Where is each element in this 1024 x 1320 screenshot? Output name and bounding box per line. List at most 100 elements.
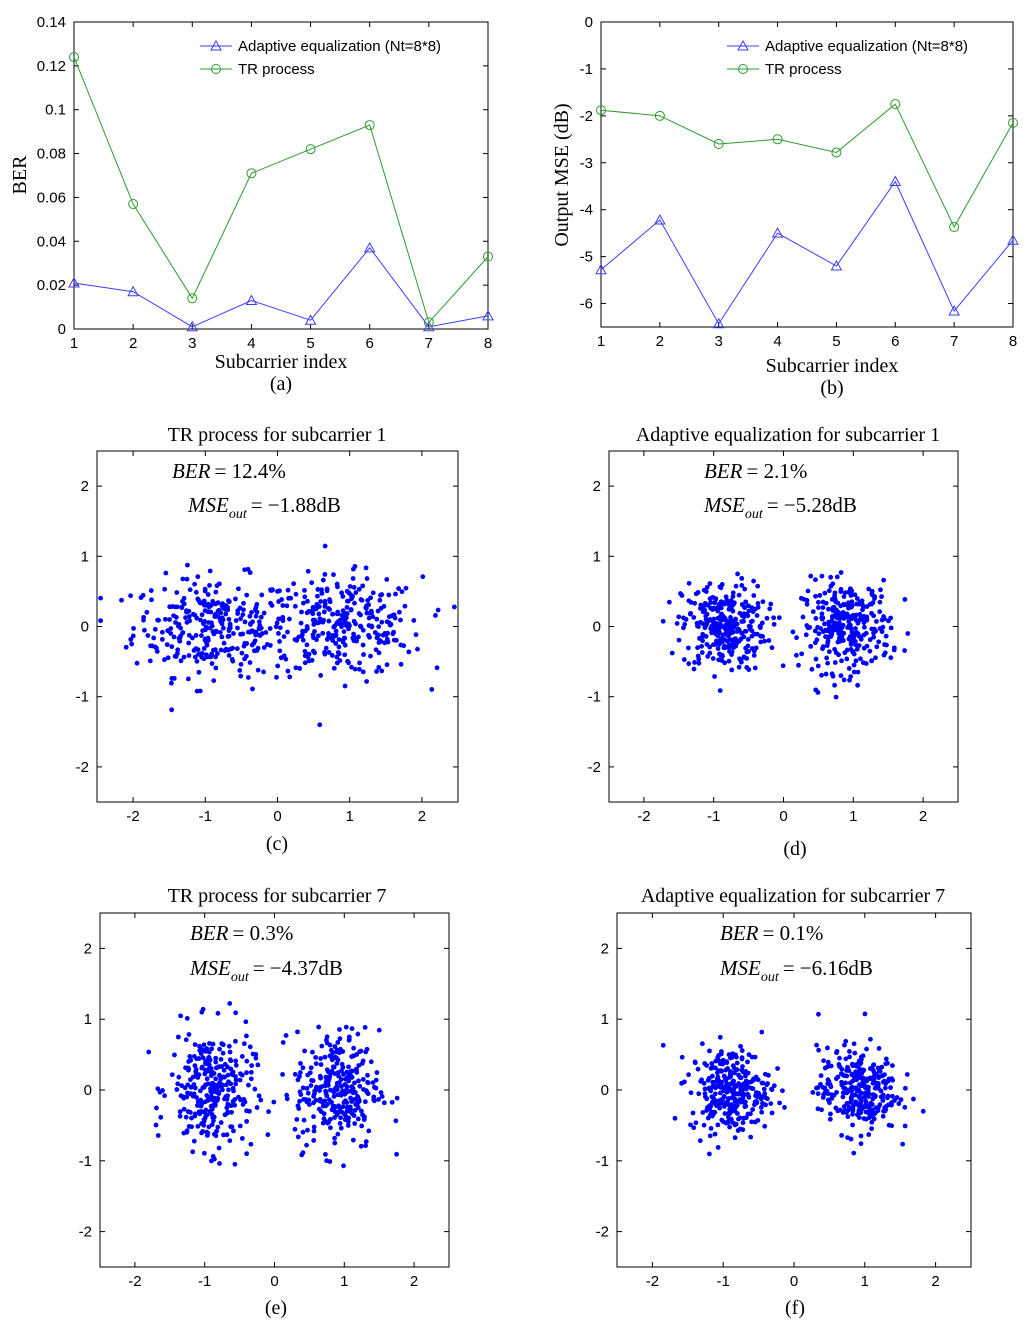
scatter-point: [248, 1141, 254, 1147]
scatter-point: [686, 661, 692, 667]
scatter-point: [336, 644, 342, 650]
scatter-point: [227, 625, 233, 631]
scatter-point: [333, 632, 339, 638]
scatter-point: [281, 634, 287, 640]
scatter-point: [755, 1117, 761, 1123]
scatter-point: [353, 1066, 359, 1072]
ber-annotation: BER = 2.1%: [704, 459, 807, 483]
scatter-point: [300, 637, 306, 643]
scatter-point: [691, 1125, 697, 1131]
scatter-point: [338, 1115, 343, 1121]
ber-label: BER: [190, 921, 229, 945]
scatter-point: [837, 1064, 843, 1070]
data-point-triangle: [595, 263, 607, 275]
scatter-point: [310, 1049, 315, 1055]
scatter-point: [300, 1129, 306, 1135]
scatter-point: [759, 1094, 764, 1100]
scatter-point: [840, 610, 846, 615]
scatter-point: [891, 647, 897, 653]
data-point-circle: [890, 99, 901, 110]
scatter-point: [411, 618, 417, 623]
scatter-point: [238, 673, 244, 679]
data-point-circle: [949, 222, 960, 233]
scatter-point: [723, 1067, 729, 1073]
scatter-point: [376, 624, 382, 630]
ber-value: = 0.1%: [762, 921, 823, 945]
scatter-point: [332, 1140, 338, 1146]
scatter-point: [751, 578, 756, 584]
scatter-point: [888, 615, 894, 621]
x-tick-label: -2: [637, 808, 650, 825]
scatter-point: [266, 1109, 271, 1115]
scatter-point: [347, 1088, 353, 1094]
scatter-point: [377, 597, 383, 603]
y-tick-label: -4: [580, 202, 593, 219]
scatter-point: [368, 1059, 374, 1065]
points-layer: [98, 543, 457, 728]
scatter-point: [331, 665, 337, 671]
scatter-point: [201, 1150, 207, 1156]
scatter-point: [694, 620, 700, 626]
scatter-point: [809, 666, 815, 672]
scatter-point: [841, 677, 847, 683]
y-tick-label: 2: [81, 478, 89, 495]
scatter-point: [868, 1036, 873, 1042]
scatter-point: [815, 663, 821, 669]
scatter-point: [824, 628, 829, 634]
scatter-point: [144, 609, 150, 615]
scatter-point: [686, 580, 692, 586]
scatter-point: [175, 623, 181, 629]
data-point-circle: [772, 134, 783, 145]
scatter-point: [830, 581, 836, 587]
scatter-point: [250, 1051, 256, 1057]
scatter-point: [362, 1114, 367, 1120]
y-tick-label: 0: [58, 321, 66, 338]
scatter-point: [832, 660, 838, 665]
scatter-point: [177, 1109, 183, 1115]
mse-annotation: MSEout = −5.28dB: [703, 493, 857, 522]
scatter-point: [351, 1113, 357, 1119]
scatter-point: [850, 1111, 855, 1117]
scatter-point: [822, 590, 828, 596]
scatter-point: [159, 629, 165, 635]
scatter-point: [701, 1080, 707, 1086]
scatter-point: [851, 669, 857, 675]
y-tick-label: 0: [585, 14, 593, 31]
scatter-point: [727, 618, 733, 624]
scatter-point: [856, 1107, 862, 1113]
scatter-point: [719, 652, 725, 658]
scatter-point: [814, 637, 820, 643]
scatter-point: [837, 1055, 842, 1061]
scatter-point: [199, 1009, 205, 1015]
scatter-point: [708, 1065, 714, 1071]
scatter-point: [713, 1101, 718, 1107]
scatter-point: [402, 603, 408, 609]
scatter-point: [187, 587, 193, 593]
ber-annotation: BER = 12.4%: [172, 459, 286, 483]
scatter-point: [838, 673, 844, 679]
scatter-point: [858, 1141, 864, 1147]
scatter-point: [217, 617, 223, 622]
data-point-circle: [1008, 117, 1018, 128]
scatter-point: [768, 1101, 774, 1107]
panel-b-mse-chart: 1 2 3 4 5 6 7 8 0 -1 -2 -3 -4 -5 -6 Adaptive equalizat…: [551, 14, 1019, 399]
mse-label: MSE: [703, 493, 745, 517]
scatter-point: [228, 1066, 234, 1072]
scatter-point: [217, 1072, 222, 1078]
scatter-point: [285, 668, 291, 674]
x-tick-label: 1: [346, 808, 354, 825]
scatter-point: [186, 614, 192, 619]
panel-label: (e): [265, 1297, 287, 1319]
scatter-point: [318, 599, 324, 604]
scatter-point: [429, 687, 435, 692]
scatter-point: [328, 1047, 334, 1053]
scatter-point: [873, 655, 878, 661]
scatter-point: [164, 642, 170, 648]
scatter-point: [149, 597, 154, 603]
scatter-point: [840, 1110, 846, 1115]
scatter-point: [313, 1061, 319, 1067]
scatter-point: [871, 1070, 877, 1076]
x-tick-label: 5: [832, 333, 840, 350]
scatter-point: [208, 1081, 214, 1087]
legend-circle-marker: [211, 64, 221, 74]
